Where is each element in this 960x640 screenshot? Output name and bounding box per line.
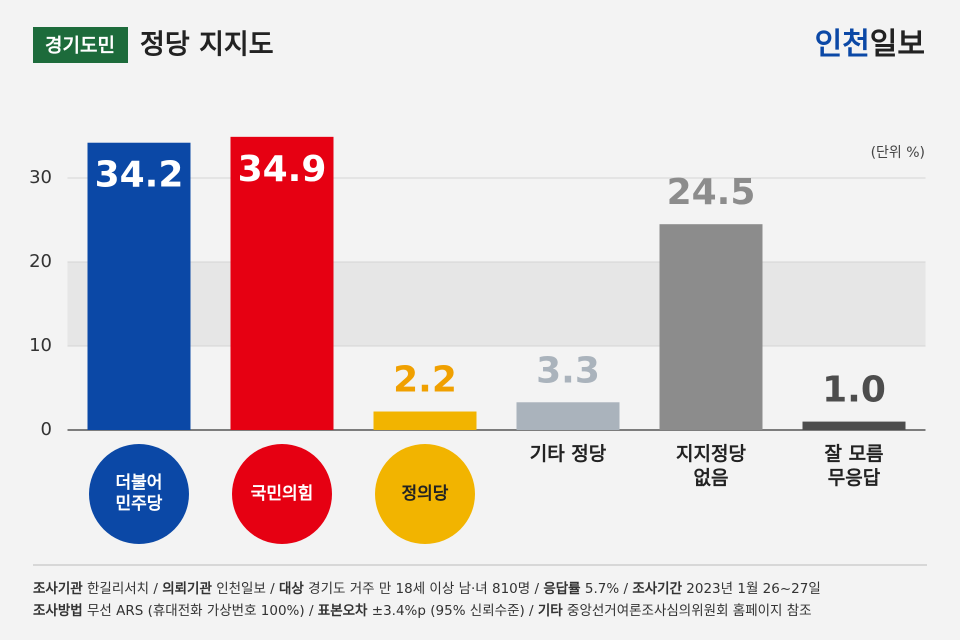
footer-text: 5.7% / (580, 581, 633, 597)
y-tick-label: 30 (29, 167, 52, 188)
grid-band (67, 262, 926, 346)
footer-text: 경기도 거주 만 18세 이상 남·녀 810명 / (303, 581, 544, 597)
footer-label: 표본오차 (317, 603, 368, 619)
bar (802, 421, 906, 430)
bar (516, 402, 620, 430)
footer-text: ±3.4%p (95% 신뢰수준) / (367, 603, 538, 619)
tag-box (33, 27, 128, 63)
logo: 인천일보 (815, 27, 925, 62)
logo-sub: 일보 (870, 27, 925, 62)
bar (373, 411, 477, 430)
footer-label: 의뢰기관 (162, 581, 212, 597)
y-tick-label: 10 (29, 335, 52, 356)
x-tick-label: 지지정당 없음 (676, 443, 746, 489)
title: 정당 지지도 (140, 30, 274, 61)
category-logo: 정의당 (375, 444, 475, 544)
category-logo: 국민의힘 (232, 444, 332, 544)
footer-label: 대상 (279, 581, 304, 597)
logo-main: 인천 (815, 27, 870, 62)
footer-line: 조사방법 무선 ARS (휴대전화 가상번호 100%) / 표본오차 ±3.4… (33, 600, 821, 622)
x-tick-label: 잘 모름 무응답 (824, 443, 884, 489)
x-tick-label: 기타 정당 (529, 443, 607, 465)
y-tick-label: 0 (41, 419, 52, 440)
footer-label: 조사방법 (33, 603, 83, 619)
bar (87, 142, 191, 430)
value-label: 34.2 (95, 155, 184, 196)
value-label: 1.0 (822, 370, 886, 411)
bar (230, 136, 334, 430)
y-tick-label: 20 (29, 251, 52, 272)
footer-text: 인천일보 / (211, 581, 280, 597)
footer-text: 한길리서치 / (82, 581, 163, 597)
value-label: 24.5 (667, 172, 756, 213)
footer: 조사기관 한길리서치 / 의뢰기관 인천일보 / 대상 경기도 거주 만 18세… (33, 578, 821, 622)
footer-label: 조사기간 (632, 581, 682, 597)
footer-label: 조사기관 (33, 581, 83, 597)
value-label: 34.9 (238, 149, 327, 190)
footer-label: 응답률 (543, 581, 581, 597)
footer-text: 2023년 1월 26~27일 (682, 581, 821, 597)
category-logo: 더불어 민주당 (89, 444, 189, 544)
footer-text: 무선 ARS (휴대전화 가상번호 100%) / (82, 603, 318, 619)
tag: 경기도민 (45, 35, 115, 57)
value-label: 2.2 (393, 360, 457, 401)
footer-line: 조사기관 한길리서치 / 의뢰기관 인천일보 / 대상 경기도 거주 만 18세… (33, 578, 821, 600)
unit-label: (단위 %) (871, 145, 925, 161)
footer-label: 기타 (537, 603, 563, 619)
footer-text: 중앙선거여론조사심의위원회 홈페이지 참조 (562, 603, 812, 619)
bar (659, 224, 763, 430)
value-label: 3.3 (536, 350, 600, 391)
